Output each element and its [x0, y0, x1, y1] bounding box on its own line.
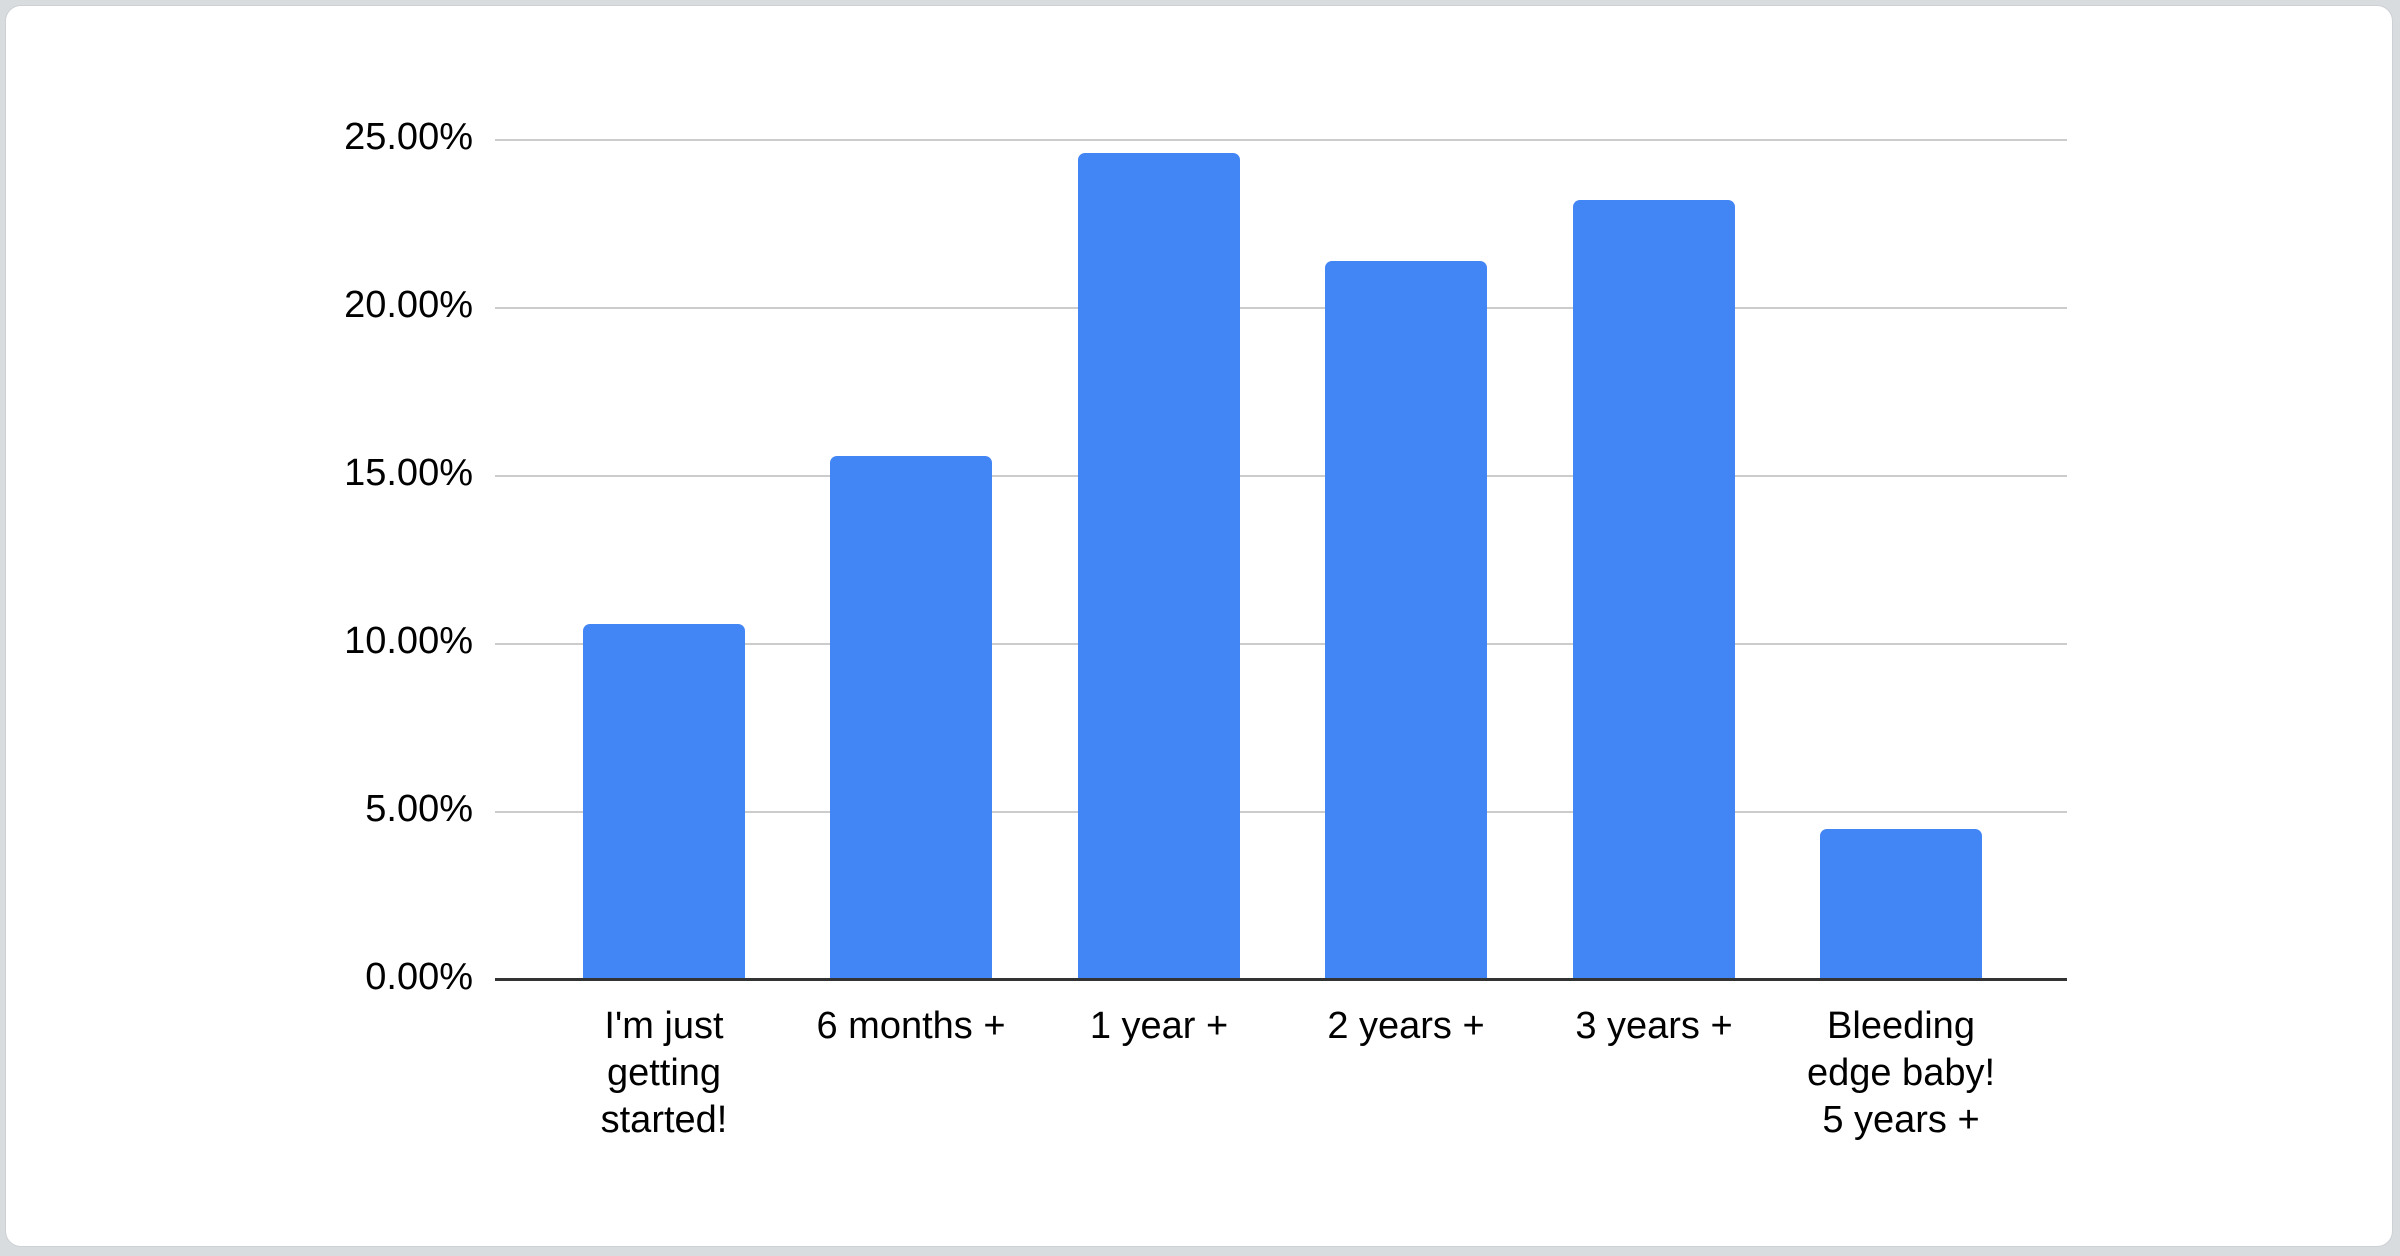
x-axis-category-label: 6 months + — [816, 1005, 1006, 1047]
y-axis-tick-label: 15.00% — [344, 452, 473, 494]
y-axis-tick-label: 10.00% — [344, 620, 473, 662]
bar — [1078, 153, 1240, 980]
bar — [1573, 200, 1735, 980]
x-axis-category-label: Bleeding edge baby! 5 years + — [1806, 1005, 1996, 1141]
x-axis-category-label: I'm just getting started! — [600, 1005, 728, 1141]
y-axis-tick-label: 25.00% — [344, 116, 473, 158]
x-axis-category-label: 1 year + — [1089, 1005, 1229, 1047]
bar — [830, 456, 992, 980]
x-axis-category-label: 3 years + — [1575, 1005, 1733, 1047]
x-axis-category-label: 2 years + — [1327, 1005, 1485, 1047]
gridline — [495, 307, 2067, 309]
y-axis-tick-label: 20.00% — [344, 284, 473, 326]
gridline — [495, 475, 2067, 477]
bar — [1820, 829, 1982, 980]
y-axis-tick-label: 5.00% — [365, 788, 473, 830]
bar — [583, 624, 745, 980]
x-axis-line — [495, 978, 2067, 981]
gridline — [495, 139, 2067, 141]
y-axis-tick-label: 0.00% — [365, 956, 473, 998]
bar — [1325, 261, 1487, 980]
gridline — [495, 811, 2067, 813]
gridline — [495, 643, 2067, 645]
